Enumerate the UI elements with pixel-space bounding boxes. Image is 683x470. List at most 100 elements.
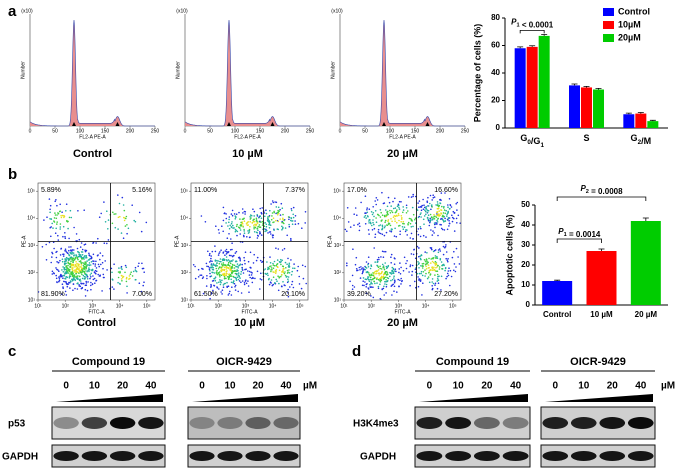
dot — [336, 211, 338, 213]
dot — [57, 212, 60, 215]
dot — [287, 257, 289, 260]
x-tick-label: 100 — [386, 128, 395, 134]
dot — [397, 225, 400, 227]
dot — [69, 268, 71, 271]
dot — [398, 268, 401, 270]
legend-swatch — [603, 21, 614, 29]
dot — [367, 277, 369, 280]
dot — [437, 249, 440, 251]
dot — [74, 287, 76, 290]
dot — [257, 229, 259, 232]
dot — [199, 274, 201, 277]
x-tick-label: 10² — [62, 303, 70, 309]
dot — [417, 228, 420, 230]
dot — [291, 223, 294, 225]
dot — [45, 259, 48, 261]
x-tick-label: 10¹ — [340, 303, 348, 309]
dot — [328, 209, 330, 211]
dot — [417, 202, 419, 204]
y-tick-label: 10³ — [28, 243, 36, 249]
dot — [382, 256, 385, 259]
dot — [244, 280, 247, 282]
dot — [436, 204, 439, 207]
dot — [379, 224, 382, 226]
dot — [400, 266, 402, 269]
dot — [82, 262, 84, 264]
dot — [442, 253, 445, 256]
dot — [70, 250, 73, 252]
dot — [384, 221, 386, 223]
dot — [81, 267, 83, 270]
dot — [397, 278, 400, 281]
dot — [272, 283, 275, 286]
dot — [218, 272, 220, 275]
dot — [86, 270, 88, 273]
dot — [405, 229, 407, 231]
dot — [384, 272, 386, 275]
dot — [419, 235, 422, 238]
dot — [429, 213, 432, 216]
dot — [74, 279, 76, 282]
dot — [225, 217, 228, 220]
band — [502, 451, 529, 461]
dot — [370, 222, 372, 225]
dot — [82, 282, 85, 285]
dot — [436, 257, 439, 260]
dot — [249, 221, 251, 223]
dot — [194, 265, 196, 268]
dot — [208, 267, 211, 269]
dot — [80, 242, 83, 244]
dot — [71, 251, 73, 254]
dot — [379, 281, 382, 283]
dot — [229, 262, 232, 265]
dot — [407, 210, 409, 212]
dot — [449, 207, 451, 210]
dot — [347, 221, 350, 223]
dot — [59, 228, 61, 230]
dot — [387, 265, 390, 268]
dot — [444, 217, 446, 220]
dot — [125, 277, 128, 280]
y-tick-label: 10² — [28, 270, 36, 276]
peak-marker — [425, 122, 430, 126]
dot — [81, 248, 84, 251]
dot — [58, 210, 61, 213]
dot — [83, 256, 85, 258]
dot — [227, 261, 230, 264]
dot — [440, 199, 442, 201]
quadrant-percent: 39.20% — [347, 291, 371, 298]
dot — [219, 260, 221, 263]
protein-label: H3K4me3 — [353, 419, 399, 430]
dot — [67, 220, 69, 223]
dot — [100, 263, 102, 266]
dot — [365, 271, 368, 273]
dot — [216, 286, 218, 288]
dot — [436, 219, 438, 222]
dot — [273, 211, 276, 214]
dot — [63, 274, 66, 277]
dot — [433, 223, 436, 226]
dot — [436, 270, 439, 273]
dot — [251, 222, 254, 224]
dot — [436, 266, 438, 268]
y-tick-label: 10² — [181, 270, 189, 276]
dot — [402, 206, 405, 208]
dot — [142, 284, 144, 287]
x-tick-label: 10³ — [395, 303, 403, 309]
dot — [226, 276, 229, 278]
dot — [241, 280, 244, 282]
dot — [417, 285, 420, 288]
dot — [354, 207, 357, 209]
dot — [259, 207, 262, 210]
dot — [86, 289, 89, 292]
dot — [374, 236, 376, 238]
dose-label: 20 — [252, 381, 264, 392]
dot — [385, 285, 388, 288]
dot — [428, 257, 430, 260]
dot — [237, 278, 240, 281]
dot — [431, 218, 434, 221]
dot — [291, 280, 294, 283]
dot — [399, 273, 402, 275]
dot — [62, 277, 64, 280]
x-tick-label: 50 — [52, 128, 58, 134]
